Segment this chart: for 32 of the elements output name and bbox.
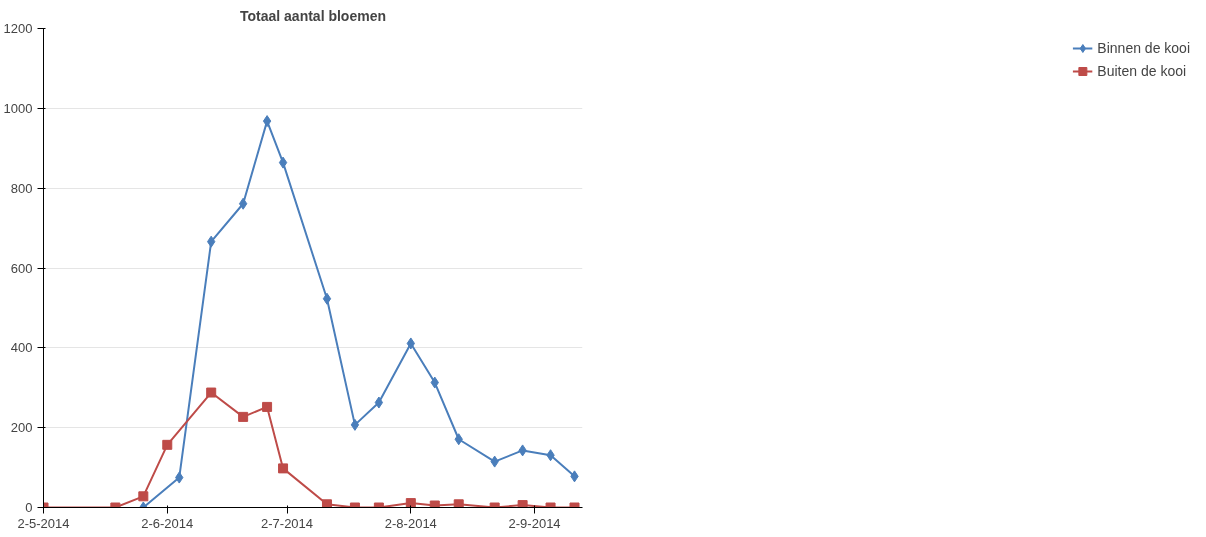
point [517,500,528,508]
y-tick-label: 800 [10,180,33,196]
y-tick-label: 1200 [3,21,33,36]
x-tick-label: 2-5-2014 [17,515,70,531]
y-tick-label: 600 [10,260,33,276]
point [262,115,272,128]
point [278,463,289,474]
chart-title: Totaal aantal bloemen [240,7,386,24]
y-tick-label: 200 [10,420,33,436]
point [453,499,464,508]
x-tick-label: 2-9-2014 [508,515,561,531]
legend-label: Buiten de kooi [1097,63,1187,79]
point [278,156,288,169]
legend-label: Binnen de kooi [1097,40,1190,56]
point [322,292,332,305]
y-tick-label: 400 [10,340,33,356]
point [429,500,440,508]
x-tick-label: 2-8-2014 [384,515,437,531]
point [206,387,217,398]
point [238,197,248,210]
point [162,439,173,450]
point [321,499,332,508]
x-tick-label: 2-6-2014 [141,515,194,531]
point [238,411,249,422]
point [405,498,416,508]
y-tick-label: 1000 [3,100,33,116]
x-tick-label: 2-7-2014 [261,515,314,531]
point [350,418,360,431]
point [374,396,384,409]
point [262,401,273,412]
point [138,491,149,502]
y-tick-label: 0 [25,500,33,515]
